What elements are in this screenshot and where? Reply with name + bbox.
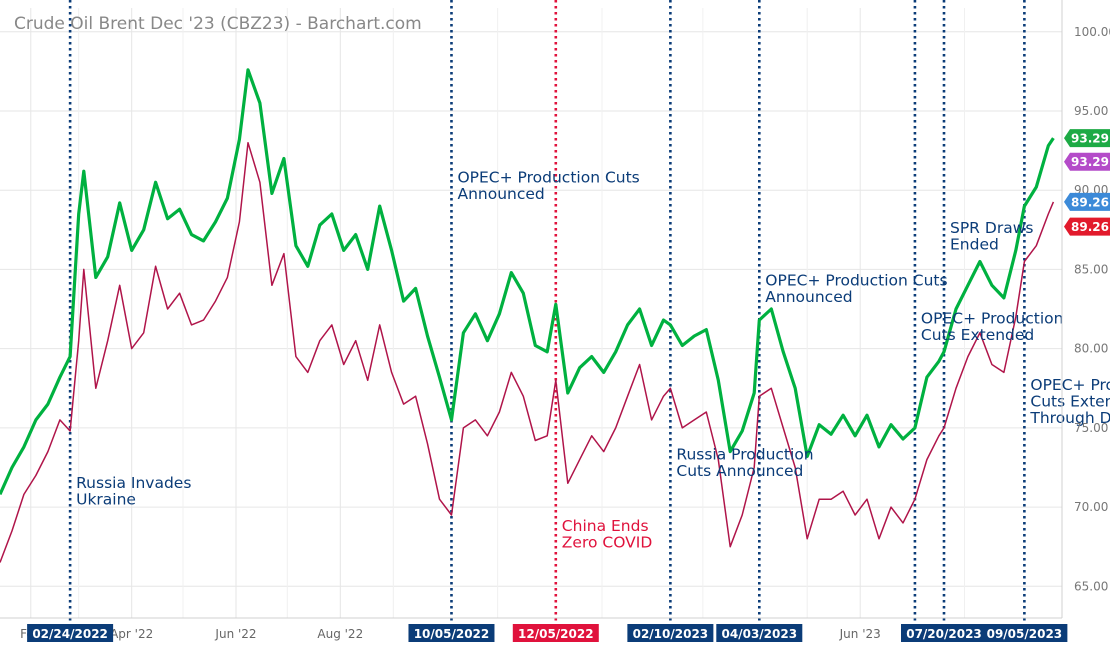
- value-tag-label: 93.29: [1071, 132, 1109, 146]
- green-price-line: [0, 68, 1055, 496]
- event-date-label: 07/20/2023: [906, 627, 982, 641]
- event-date-label: 04/03/2023: [722, 627, 798, 641]
- event-date-box: [981, 624, 1068, 642]
- y-tick-label: 75.00: [1074, 421, 1108, 435]
- y-tick-label: 65.00: [1074, 579, 1108, 593]
- value-tag-label: 89.26: [1071, 220, 1109, 234]
- event-date-label: 09/05/2023: [987, 627, 1063, 641]
- x-tick-label: Jun '23: [839, 627, 881, 641]
- event-annotation: Through D: [1029, 409, 1110, 427]
- series-lines: [0, 68, 1055, 563]
- event-annotation: Announced: [765, 288, 852, 306]
- event-annotation: Ended: [950, 235, 999, 253]
- event-annotation: Cuts Exten: [1030, 392, 1110, 410]
- event-annotation: Zero COVID: [562, 533, 653, 551]
- event-date-box: [512, 624, 599, 642]
- event-annotation: Ukraine: [76, 491, 136, 509]
- event-annotation: OPEC+ Production Cuts: [457, 168, 639, 186]
- event-annotation: China Ends: [562, 517, 649, 535]
- x-tick-label: Apr '22: [110, 627, 153, 641]
- event-annotation: Cuts Extended: [921, 326, 1034, 344]
- y-tick-label: 70.00: [1074, 500, 1108, 514]
- chart-title: Crude Oil Brent Dec '23 (CBZ23) - Barcha…: [14, 14, 422, 34]
- value-tag: [1064, 129, 1110, 148]
- event-date-box: [627, 624, 714, 642]
- value-tag: [1064, 192, 1110, 211]
- event-date-box: [408, 624, 495, 642]
- value-tag: [1064, 152, 1110, 171]
- value-tag-label: 89.26: [1071, 195, 1109, 209]
- red-price-line: [0, 141, 1055, 563]
- event-date-box: [27, 624, 114, 642]
- y-tick-label: 95.00: [1074, 104, 1108, 118]
- event-date-label: 02/10/2023: [633, 627, 709, 641]
- event-date-label: 02/24/2022: [32, 627, 108, 641]
- event-annotation: Cuts Announced: [676, 462, 803, 480]
- event-annotation: OPEC+ Production: [921, 309, 1064, 327]
- event-date-label: 12/05/2022: [518, 627, 594, 641]
- event-annotation: OPEC+ Production Cuts: [765, 271, 947, 289]
- event-date-box: [901, 624, 987, 642]
- y-tick-label: 100.00: [1074, 25, 1110, 39]
- event-annotation: Russia Invades: [76, 474, 191, 492]
- x-tick-label: Aug '22: [317, 627, 363, 641]
- x-tick-label: Jun '22: [214, 627, 256, 641]
- event-annotation: OPEC+ Pro: [1030, 376, 1110, 394]
- event-annotation: Announced: [457, 185, 544, 203]
- y-tick-label: 85.00: [1074, 262, 1108, 276]
- value-tag: [1064, 217, 1110, 236]
- event-annotation: Russia Production: [676, 446, 813, 464]
- event-lines: [68, 0, 1026, 624]
- event-annotation: SPR Draws: [950, 219, 1033, 237]
- y-tick-label: 80.00: [1074, 342, 1108, 356]
- value-tag-label: 93.29: [1071, 155, 1109, 169]
- event-date-label: 10/05/2022: [414, 627, 490, 641]
- grid: [0, 8, 1062, 618]
- event-date-box: [716, 624, 803, 642]
